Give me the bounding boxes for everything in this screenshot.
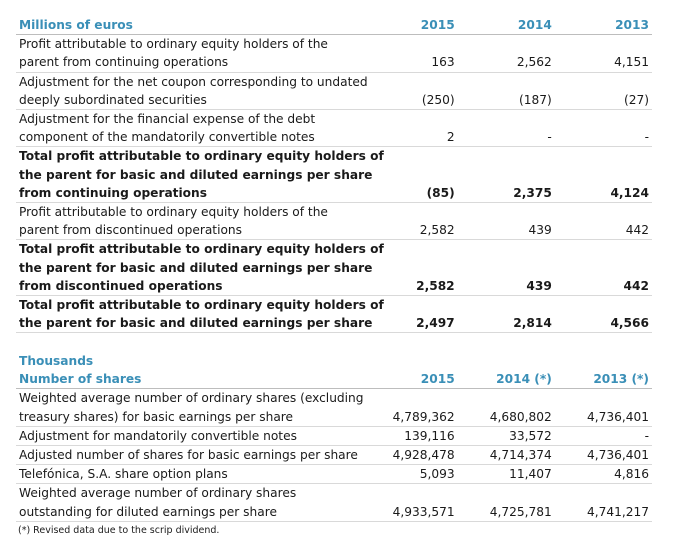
header-2014: 2014 (*) [457,370,555,390]
value-2014: 4,725,781 [457,483,555,522]
profit-table-header: Millions of euros 2015 2014 2013 [16,16,652,36]
row-label: Adjustment for the financial expense of … [16,109,361,148]
value-2014: 4,680,802 [457,388,555,427]
value-2015: 4,789,362 [360,388,458,427]
shares-table-unit: Thousands [16,352,652,370]
table-row: Adjustment for the financial expense of … [16,109,652,148]
header-label: Millions of euros [16,16,361,36]
profit-table: Millions of euros 2015 2014 2013 Profit … [16,16,652,334]
header-2015: 2015 [360,16,458,36]
table-row: Telefónica, S.A. share option plans 5,09… [16,464,652,485]
header-2013: 2013 [554,16,652,36]
header-2014: 2014 [457,16,555,36]
value-2014: 2,562 [457,34,555,73]
table-row-total: Total profit attributable to ordinary eq… [16,239,652,297]
value-2014: 439 [457,239,555,297]
value-2015: 2,497 [360,295,458,334]
row-label: Total profit attributable to ordinary eq… [16,295,384,334]
value-2015: (250) [360,72,458,111]
row-label: Total profit attributable to ordinary eq… [16,146,384,204]
table-row: Adjustment for the net coupon correspond… [16,72,652,111]
row-label: Weighted average number of ordinary shar… [16,483,361,522]
table-row: Weighted average number of ordinary shar… [16,483,652,522]
header-2015: 2015 [360,370,458,390]
shares-table-header: Number of shares 2015 2014 (*) 2013 (*) [16,370,652,390]
row-label: Adjusted number of shares for basic earn… [16,445,361,466]
value-2013: 4,736,401 [554,388,652,427]
value-2015: 4,928,478 [360,445,458,466]
table-row: Adjustment for mandatorily convertible n… [16,426,652,447]
value-2015: 2,582 [360,202,458,241]
header-label: Number of shares [16,370,361,390]
table-row: Adjusted number of shares for basic earn… [16,445,652,466]
row-label: Total profit attributable to ordinary eq… [16,239,384,297]
row-label: Telefónica, S.A. share option plans [16,464,361,485]
value-2013: 4,124 [554,146,652,204]
value-2013: 442 [554,202,652,241]
value-2013: 4,151 [554,34,652,73]
table-row-total: Total profit attributable to ordinary eq… [16,146,652,204]
value-2014: 439 [457,202,555,241]
unit-label: Thousands [19,354,94,368]
value-2013: - [554,109,652,148]
value-2013: (27) [554,72,652,111]
value-2013: 4,816 [554,464,652,485]
value-2015: 139,116 [360,426,458,447]
value-2015: 2,582 [360,239,458,297]
table-row: Weighted average number of ordinary shar… [16,388,652,427]
value-2013: 4,736,401 [554,445,652,466]
value-2015: 4,933,571 [360,483,458,522]
shares-table: Thousands Number of shares 2015 2014 (*)… [16,352,652,522]
value-2015: 5,093 [360,464,458,485]
table-row-total: Total profit attributable to ordinary eq… [16,295,652,334]
value-2014: - [457,109,555,148]
value-2014: 2,814 [457,295,555,334]
header-2013: 2013 (*) [554,370,652,390]
value-2014: 33,572 [457,426,555,447]
value-2015: (85) [360,146,458,204]
value-2013: 4,566 [554,295,652,334]
table-row: Profit attributable to ordinary equity h… [16,202,652,241]
value-2013: - [554,426,652,447]
footnote: (*) Revised data due to the scrip divide… [18,525,220,536]
value-2015: 2 [360,109,458,148]
value-2013: 442 [554,239,652,297]
row-label: Profit attributable to ordinary equity h… [16,34,361,73]
row-label: Adjustment for mandatorily convertible n… [16,426,361,447]
value-2015: 163 [360,34,458,73]
row-label: Profit attributable to ordinary equity h… [16,202,361,241]
row-label: Adjustment for the net coupon correspond… [16,72,368,111]
value-2013: 4,741,217 [554,483,652,522]
value-2014: (187) [457,72,555,111]
table-row: Profit attributable to ordinary equity h… [16,34,652,73]
value-2014: 11,407 [457,464,555,485]
value-2014: 4,714,374 [457,445,555,466]
row-label: Weighted average number of ordinary shar… [16,388,364,427]
value-2014: 2,375 [457,146,555,204]
